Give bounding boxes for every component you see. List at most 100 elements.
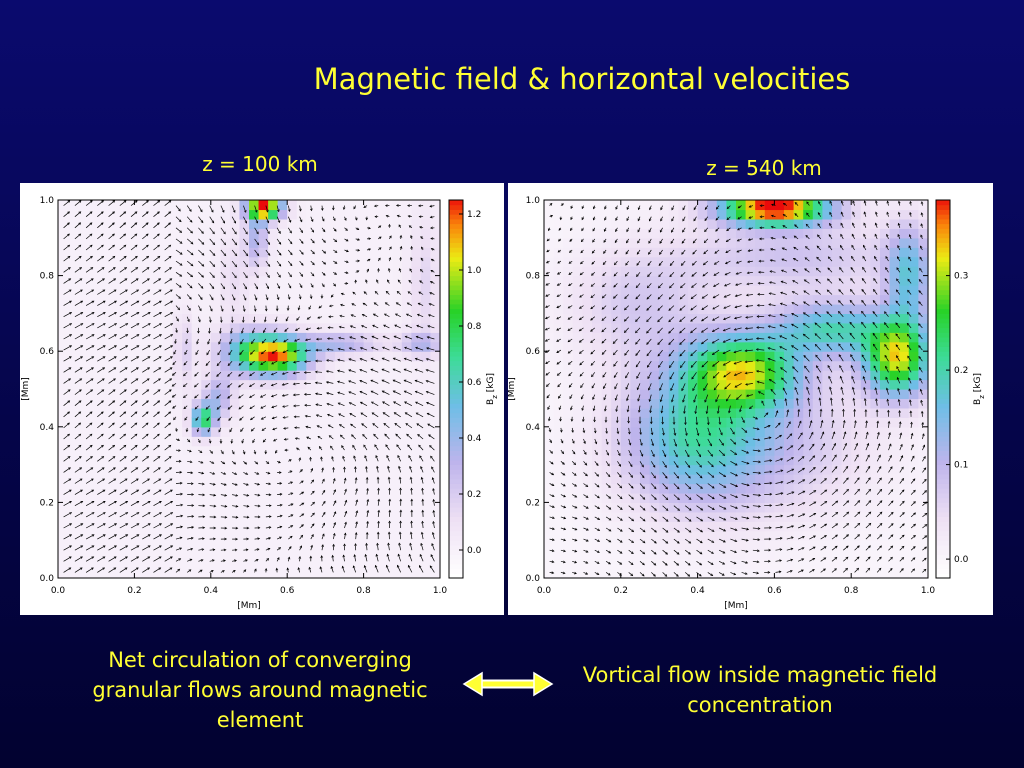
left-heatmap-cell	[191, 341, 202, 352]
right-heatmap-cell	[755, 389, 766, 400]
left-arrow-head	[404, 346, 407, 350]
right-heatmap-cell	[630, 530, 641, 541]
left-arrow-head	[190, 230, 193, 234]
left-heatmap-cell	[182, 398, 193, 409]
left-velocity-arrow	[220, 316, 222, 323]
left-heatmap-cell	[163, 209, 174, 220]
left-velocity-arrow	[418, 444, 424, 451]
left-velocity-arrow	[63, 345, 72, 351]
left-heatmap-cell	[344, 549, 355, 560]
left-heatmap-cell	[258, 511, 269, 522]
left-heatmap-cell	[210, 521, 221, 532]
left-arrow-head	[322, 284, 325, 288]
left-velocity-arrow	[153, 433, 160, 440]
left-arrow-head	[345, 228, 348, 231]
left-arrow-head	[227, 406, 231, 410]
left-heatmap-cell	[344, 322, 355, 333]
left-heatmap-cell	[354, 322, 365, 333]
left-arrow-head	[342, 554, 346, 558]
right-heatmap-cell	[611, 530, 622, 541]
left-colorbar-segment	[449, 299, 463, 305]
right-heatmap-cell	[678, 209, 689, 220]
left-velocity-arrow	[254, 216, 259, 224]
left-arrow-head	[430, 237, 434, 241]
left-heatmap-cell	[115, 398, 126, 409]
left-velocity-arrow	[119, 378, 127, 384]
left-velocity-arrow	[374, 291, 379, 295]
right-heatmap-cell	[736, 568, 747, 579]
right-heatmap-cell	[572, 360, 583, 371]
right-heatmap-cell	[678, 445, 689, 456]
right-heatmap-cell	[592, 559, 603, 570]
left-heatmap-cell	[191, 209, 202, 220]
left-arrow-head	[268, 482, 272, 486]
left-arrow-head	[362, 433, 365, 437]
right-heatmap-cell	[592, 417, 603, 428]
left-arrow-head	[298, 296, 302, 300]
left-heatmap-cell	[296, 200, 307, 211]
left-arrow-head	[354, 466, 357, 470]
left-arrow-head	[211, 461, 215, 464]
right-heatmap-cell	[544, 530, 555, 541]
left-heatmap-cell	[363, 228, 374, 239]
right-heatmap-cell	[544, 303, 555, 314]
left-heatmap-cell	[115, 266, 126, 277]
left-heatmap-cell	[344, 370, 355, 381]
left-heatmap-cell	[306, 218, 317, 229]
left-heatmap-cell	[354, 502, 365, 513]
left-heatmap-cell	[373, 341, 384, 352]
right-heatmap-cell	[745, 370, 756, 381]
left-velocity-arrow	[243, 294, 247, 301]
left-arrow-head	[242, 451, 246, 455]
left-arrow-head	[123, 244, 127, 248]
right-heatmap-cell	[592, 275, 603, 286]
left-velocity-arrow	[349, 347, 356, 351]
left-velocity-arrow	[186, 283, 193, 289]
left-heatmap-cell	[229, 341, 241, 352]
left-heatmap-cell	[344, 256, 355, 267]
left-heatmap-cell	[153, 275, 164, 286]
left-heatmap-cell	[354, 417, 365, 428]
left-colorbar-segment	[449, 313, 463, 319]
left-velocity-arrow	[299, 272, 303, 277]
left-arrow-head	[227, 374, 230, 377]
right-heatmap-cell	[726, 549, 737, 560]
left-arrow-head	[199, 450, 203, 453]
left-arrow-head	[157, 467, 161, 470]
left-velocity-arrow	[420, 269, 424, 273]
left-heatmap-cell	[382, 351, 393, 362]
left-heatmap-cell	[344, 360, 355, 371]
left-arrow-head	[114, 523, 118, 526]
left-velocity-arrow	[432, 488, 435, 495]
right-heatmap-cell	[601, 568, 612, 579]
left-heatmap-cell	[201, 266, 212, 277]
left-heatmap-cell	[296, 218, 307, 229]
left-arrow-head	[431, 531, 435, 535]
left-heatmap-cell	[239, 445, 250, 456]
right-heatmap-cell	[745, 398, 756, 409]
left-velocity-arrow	[264, 316, 267, 322]
left-arrow-head	[206, 418, 210, 421]
left-arrow-head	[136, 523, 140, 526]
left-arrow-head	[394, 423, 398, 426]
left-arrow-head	[177, 568, 181, 572]
left-arrow-head	[238, 406, 242, 410]
left-heatmap-cell	[191, 266, 202, 277]
left-arrow-head	[112, 233, 115, 237]
right-heatmap-cell	[582, 549, 593, 560]
left-heatmap-cell	[172, 237, 183, 248]
left-velocity-arrow	[108, 211, 115, 217]
left-arrow-head	[299, 219, 303, 223]
left-heatmap-cell	[153, 360, 164, 371]
slide-title: Magnetic field & horizontal velocities	[313, 62, 851, 96]
left-arrow-head	[91, 545, 95, 548]
right-heatmap-cell	[592, 218, 603, 229]
left-arrow-head	[219, 441, 223, 444]
left-heatmap-cell	[77, 521, 88, 532]
left-heatmap-cell	[373, 294, 384, 305]
left-arrow-head	[267, 471, 271, 475]
right-heatmap-cell	[716, 379, 727, 390]
left-heatmap-cell	[191, 218, 202, 229]
left-arrow-head	[114, 512, 117, 515]
left-heatmap-cell	[220, 568, 231, 579]
